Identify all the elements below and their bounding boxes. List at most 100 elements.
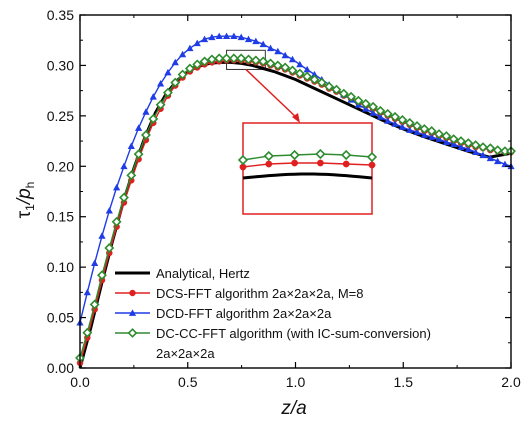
inset-dcs-point-1 <box>265 160 273 168</box>
y-tick-label-4: 0.20 <box>47 158 74 174</box>
y-axis-title: τ1/ph <box>14 182 37 219</box>
data-point-3-26 <box>265 58 276 69</box>
y-tick-label-3: 0.15 <box>47 209 74 225</box>
data-point-3-18 <box>206 54 217 65</box>
data-point-2-16 <box>193 39 201 47</box>
data-point-3-22 <box>236 53 247 64</box>
data-point-2-4 <box>105 207 113 214</box>
data-point-3-14 <box>177 69 188 80</box>
data-point-2-32 <box>310 70 319 78</box>
legend-marker-3 <box>127 328 138 338</box>
data-point-3-9 <box>141 130 151 140</box>
data-point-3-4 <box>104 243 115 253</box>
data-point-2-14 <box>178 50 187 58</box>
data-point-2-15 <box>186 44 194 52</box>
legend-label-1: DCS-FFT algorithm 2a×2a×2a, M=8 <box>156 286 364 301</box>
data-point-2-1 <box>83 288 91 296</box>
data-point-2-3 <box>98 232 106 239</box>
data-point-3-49 <box>434 129 444 139</box>
data-point-2-40 <box>369 109 377 116</box>
data-point-3-7 <box>126 170 137 181</box>
series-layer <box>75 32 516 369</box>
data-point-2-18 <box>208 33 216 41</box>
data-point-2-13 <box>171 58 179 66</box>
data-point-3-8 <box>133 149 144 160</box>
data-point-2-10 <box>149 93 157 100</box>
data-point-3-27 <box>272 60 283 71</box>
data-point-3-25 <box>258 56 269 67</box>
legend-label-3-line2: 2a×2a×2a <box>156 346 215 361</box>
data-point-2-54 <box>472 148 480 156</box>
zoom-arrow-line <box>245 68 299 120</box>
data-point-2-12 <box>164 68 172 76</box>
data-point-2-26 <box>266 44 275 52</box>
data-point-2-57 <box>494 157 502 165</box>
data-point-3-50 <box>441 131 452 141</box>
data-point-3-33 <box>316 77 327 88</box>
y-tick-label-6: 0.30 <box>47 57 74 73</box>
legend-item-2: DCD-FFT algorithm 2a×2a×2a <box>115 306 332 321</box>
legend-marker-1 <box>129 289 136 297</box>
data-point-3-55 <box>478 142 488 153</box>
legend-item-0: Analytical, Hertz <box>115 266 250 281</box>
data-point-2-55 <box>479 151 487 159</box>
y-axis-title-main: τ <box>14 210 35 218</box>
data-point-3-56 <box>485 143 496 154</box>
data-point-2-31 <box>303 65 311 73</box>
zoom-arrow-head <box>292 113 300 123</box>
data-point-2-50 <box>442 138 450 145</box>
y-tick-label-2: 0.10 <box>47 259 74 275</box>
data-point-3-53 <box>463 138 474 149</box>
y-tick-label-7: 0.35 <box>47 7 74 23</box>
y-tick-label-0: 0.00 <box>47 360 74 376</box>
data-point-3-13 <box>170 77 181 88</box>
data-point-3-24 <box>250 55 261 66</box>
data-point-3-20 <box>221 53 232 64</box>
data-point-3-12 <box>162 87 173 98</box>
data-point-2-21 <box>230 32 238 40</box>
data-point-2-6 <box>120 162 128 170</box>
series-line-0 <box>78 60 512 369</box>
data-point-3-11 <box>155 99 166 110</box>
inset-dcs-point-5 <box>368 161 376 169</box>
data-point-2-22 <box>237 33 245 41</box>
data-point-2-29 <box>288 55 297 63</box>
legend-marker-2 <box>128 309 137 316</box>
data-point-2-28 <box>281 51 289 59</box>
data-point-2-56 <box>486 154 494 162</box>
data-point-3-42 <box>382 108 393 119</box>
data-point-3-32 <box>309 74 320 85</box>
zoom-inset <box>226 49 378 215</box>
data-point-2-53 <box>464 145 472 153</box>
data-point-2-9 <box>142 108 150 115</box>
x-tick-label-1: 0.5 <box>178 374 198 390</box>
data-point-3-46 <box>412 121 422 131</box>
inset-panel <box>242 122 373 215</box>
data-point-3-45 <box>404 117 415 128</box>
data-point-2-30 <box>296 60 304 68</box>
data-point-2-7 <box>127 142 135 149</box>
data-point-2-47 <box>420 131 428 138</box>
legend-label-0: Analytical, Hertz <box>156 266 250 281</box>
data-point-3-2 <box>89 299 100 310</box>
data-point-3-39 <box>360 98 371 109</box>
data-point-3-23 <box>243 54 254 65</box>
data-point-2-11 <box>156 79 165 87</box>
inset-dccc-point-3 <box>315 148 326 160</box>
data-point-2-5 <box>113 183 121 191</box>
data-point-2-19 <box>215 32 223 40</box>
legend-item-3: DC-CC-FFT algorithm (with IC-sum-convers… <box>115 326 431 341</box>
data-point-3-19 <box>214 53 225 64</box>
y-axis-title-sub2: h <box>23 182 37 189</box>
inset-dccc-point-5 <box>366 151 378 163</box>
data-point-3-41 <box>375 105 386 116</box>
x-tick-label-3: 1.5 <box>394 374 414 390</box>
data-point-2-52 <box>457 143 465 151</box>
data-point-2-17 <box>200 35 209 43</box>
data-point-3-54 <box>470 140 481 151</box>
inset-dcs-line <box>242 162 373 168</box>
data-point-3-47 <box>419 124 430 134</box>
data-point-3-37 <box>346 91 357 102</box>
